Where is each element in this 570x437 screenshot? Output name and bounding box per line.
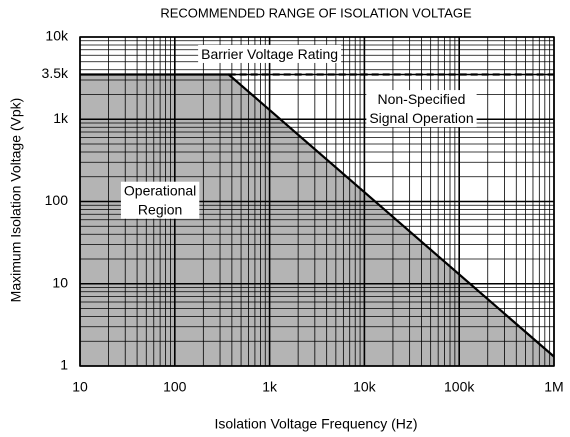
- annotation-text: Non-Specified: [378, 91, 466, 107]
- annotation: Operational Region: [120, 181, 200, 219]
- annotation-text: Signal Operation: [369, 110, 473, 126]
- annotation-text: Operational: [124, 183, 196, 199]
- x-tick-label: 100: [163, 379, 187, 395]
- x-tick-label: 10k: [353, 379, 377, 395]
- x-axis-label: Isolation Voltage Frequency (Hz): [214, 416, 417, 432]
- annotation-text: Region: [138, 202, 182, 218]
- plot-border: [79, 36, 555, 367]
- x-tick-label: 1M: [544, 379, 563, 395]
- annotation-box: [366, 90, 477, 128]
- x-tick-label: 10: [72, 379, 88, 395]
- y-tick-label: 10k: [45, 28, 69, 44]
- annotation-text: Barrier Voltage Rating: [201, 46, 338, 62]
- y-tick-label: 10: [52, 274, 68, 290]
- y-axis-label: Maximum Isolation Voltage (Vpk): [8, 98, 24, 303]
- y-tick-label: 3.5k: [42, 65, 69, 81]
- chart-title: RECOMMENDED RANGE OF ISOLATION VOLTAGE: [160, 5, 472, 20]
- annotation: Barrier Voltage Rating: [198, 44, 342, 63]
- annotation: Non-Specified Signal Operation: [366, 90, 477, 128]
- y-tick-label: 100: [45, 192, 69, 208]
- x-tick-label: 1k: [262, 379, 278, 395]
- y-tick-label: 1k: [53, 110, 69, 126]
- annotation-box: [120, 181, 200, 219]
- annotation-box: [198, 44, 342, 63]
- y-tick-label: 1: [60, 357, 68, 373]
- x-tick-label: 100k: [444, 379, 475, 395]
- area: [80, 74, 554, 367]
